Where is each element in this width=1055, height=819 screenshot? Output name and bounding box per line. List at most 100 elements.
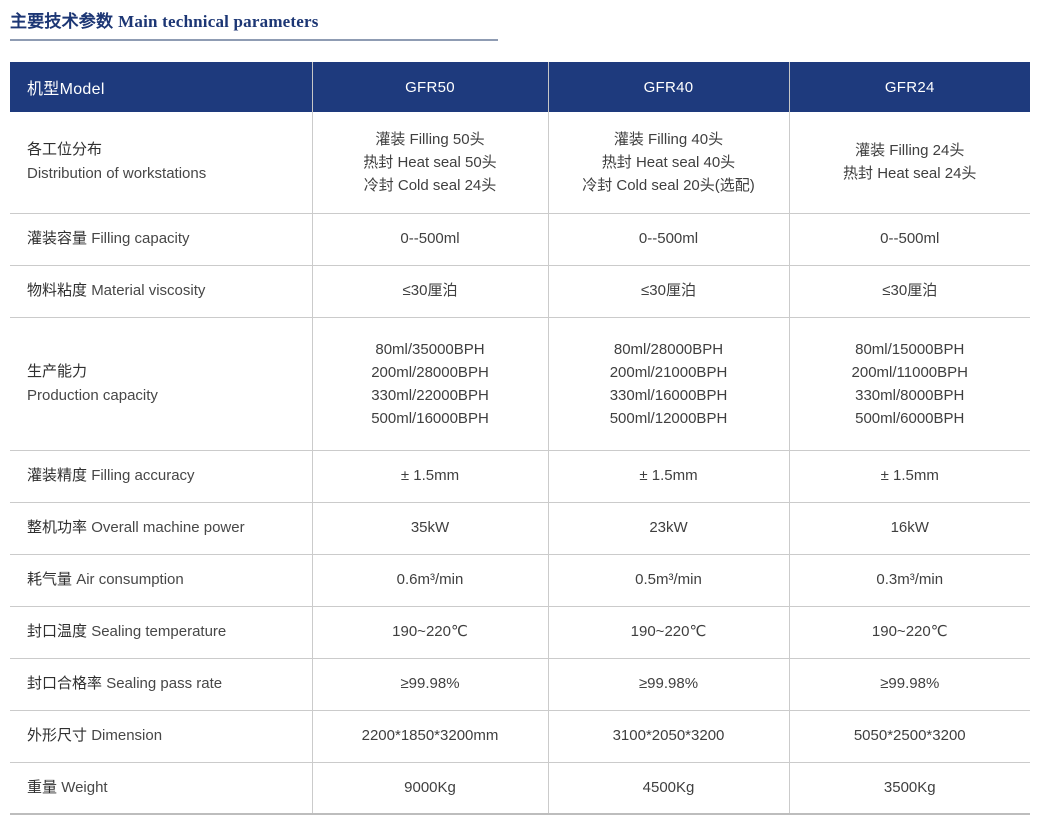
value-line: 200ml/28000BPH	[371, 363, 489, 381]
value-line: 灌装 Filling 40头	[613, 130, 724, 148]
row-label-zh: 封口温度	[27, 623, 88, 640]
row-label-zh: 耗气量	[27, 571, 73, 588]
page-title-en: Main technical parameters	[118, 12, 319, 31]
value-line: 330ml/16000BPH	[609, 386, 728, 404]
value-line: 80ml/35000BPH	[375, 340, 485, 358]
row-label-en: Air consumption	[76, 571, 184, 588]
table-row: 各工位分布 Distribution of workstations 灌装 Fill…	[10, 112, 1030, 213]
value-line: 200ml/21000BPH	[609, 363, 728, 381]
value-line: 灌装 Filling 50头	[375, 130, 485, 148]
table-header-row: 机型Model GFR50 GFR40 GFR24	[10, 62, 1030, 112]
value-line: 灌装 Filling 24头	[855, 142, 965, 160]
value-cell: 9000Kg	[312, 761, 549, 815]
table-row: 整机功率 Overall machine power 35kW 23kW 16kW	[10, 501, 1030, 554]
value-line: 500ml/6000BPH	[855, 409, 965, 427]
value-line: 330ml/8000BPH	[855, 386, 965, 404]
value-cell: 0--500ml	[789, 212, 1030, 265]
value-line: 500ml/16000BPH	[371, 409, 489, 427]
value-cell: ≥99.98%	[789, 657, 1030, 710]
value-cell: ≥99.98%	[312, 657, 549, 710]
value-cell: ≤30厘泊	[789, 264, 1030, 317]
row-label-zh: 生产能力	[27, 362, 88, 380]
page-title-zh: 主要技术参数	[10, 12, 114, 31]
value-line: 热封 Heat seal 24头	[843, 165, 977, 183]
row-label-en: Overall machine power	[91, 519, 245, 536]
table-row: 灌装精度 Filling accuracy ± 1.5mm ± 1.5mm ± 1.5…	[10, 449, 1030, 502]
value-line: 80ml/28000BPH	[613, 340, 724, 358]
row-label: 物料粘度 Material viscosity	[10, 264, 313, 317]
value-cell: 80ml/35000BPH 200ml/28000BPH 330ml/22000BP…	[312, 316, 549, 450]
page: 主要技术参数 Main technical parameters 机型Model…	[10, 0, 1030, 815]
row-label-zh: 灌装精度	[27, 467, 88, 484]
value-cell: ± 1.5mm	[312, 449, 549, 502]
row-label-en: Dimension	[91, 727, 163, 744]
value-cell: ± 1.5mm	[548, 449, 790, 502]
table-row: 封口合格率 Sealing pass rate ≥99.98% ≥99.98% ≥99…	[10, 657, 1030, 710]
value-cell: 0.6m³/min	[312, 553, 549, 606]
table-row: 物料粘度 Material viscosity ≤30厘泊 ≤30厘泊 ≤30厘泊	[10, 264, 1030, 317]
value-line: 80ml/15000BPH	[855, 340, 965, 358]
row-label-zh: 重量	[27, 778, 58, 796]
value-line: 热封 Heat seal 50头	[363, 153, 497, 171]
value-cell: 0.5m³/min	[548, 553, 790, 606]
title-underline	[10, 39, 498, 41]
value-cell: 80ml/15000BPH 200ml/11000BPH 330ml/8000BPH…	[789, 316, 1030, 450]
value-cell: 5050*2500*3200	[789, 709, 1030, 762]
row-label: 灌装精度 Filling accuracy	[10, 449, 313, 502]
table-row: 生产能力 Production capacity 80ml/35000BPH 200m…	[10, 316, 1030, 450]
row-label: 耗气量 Air consumption	[10, 553, 313, 606]
row-label: 整机功率 Overall machine power	[10, 501, 313, 554]
spec-table-body: 各工位分布 Distribution of workstations 灌装 Fill…	[10, 112, 1030, 815]
row-label-en: Production capacity	[27, 386, 158, 404]
row-label: 灌装容量 Filling capacity	[10, 212, 313, 265]
value-cell: 3500Kg	[789, 761, 1030, 815]
row-label-zh: 物料粘度	[27, 282, 88, 299]
header-cell-gfr40: GFR40	[548, 62, 790, 112]
row-label-en: Sealing temperature	[91, 623, 227, 640]
row-label-zh: 整机功率	[27, 519, 88, 536]
value-cell: 3100*2050*3200	[548, 709, 790, 762]
value-cell: ≤30厘泊	[548, 264, 790, 317]
row-label-en: Distribution of workstations	[27, 165, 207, 183]
row-label-en: Material viscosity	[91, 282, 206, 299]
value-cell: 2200*1850*3200mm	[312, 709, 549, 762]
row-label-en: Filling accuracy	[91, 467, 195, 484]
title-block: 主要技术参数 Main technical parameters	[10, 7, 498, 41]
value-cell: ≤30厘泊	[312, 264, 549, 317]
value-line: 冷封 Cold seal 24头	[363, 176, 497, 194]
value-line: 500ml/12000BPH	[609, 409, 728, 427]
page-title: 主要技术参数 Main technical parameters	[10, 7, 498, 32]
table-row: 灌装容量 Filling capacity 0--500ml 0--500ml 0--…	[10, 212, 1030, 265]
value-line: 冷封 Cold seal 20头(选配)	[582, 176, 755, 194]
value-cell: 190~220℃	[312, 605, 549, 658]
row-label: 各工位分布 Distribution of workstations	[10, 112, 313, 213]
row-label-zh: 各工位分布	[27, 141, 103, 159]
row-label-zh: 外形尺寸	[27, 727, 88, 744]
value-line: 热封 Heat seal 40头	[601, 153, 736, 171]
value-cell: 灌装 Filling 40头 热封 Heat seal 40头冷封 Cold se…	[548, 112, 790, 213]
value-cell: ± 1.5mm	[789, 449, 1030, 502]
table-row: 耗气量 Air consumption 0.6m³/min 0.5m³/min 0.3…	[10, 553, 1030, 606]
table-row: 重量 Weight 9000Kg 4500Kg 3500Kg	[10, 761, 1030, 815]
value-cell: 190~220℃	[548, 605, 790, 658]
technical-parameters-table: 机型Model GFR50 GFR40 GFR24 各工位分布 Distribut…	[10, 62, 1030, 815]
row-label: 封口合格率 Sealing pass rate	[10, 657, 313, 710]
row-label: 封口温度 Sealing temperature	[10, 605, 313, 658]
value-cell: ≥99.98%	[548, 657, 790, 710]
header-cell-gfr24: GFR24	[789, 62, 1030, 112]
header-cell-gfr50: GFR50	[312, 62, 549, 112]
row-label: 外形尺寸 Dimension	[10, 709, 313, 762]
value-cell: 190~220℃	[789, 605, 1030, 658]
row-label-zh: 灌装容量	[27, 230, 88, 247]
row-label: 生产能力 Production capacity	[10, 316, 313, 450]
value-cell: 灌装 Filling 24头 热封 Heat seal 24头	[789, 112, 1030, 213]
table-row: 外形尺寸 Dimension 2200*1850*3200mm 3100*2050*…	[10, 709, 1030, 762]
table-row: 封口温度 Sealing temperature 190~220℃ 190~220℃…	[10, 605, 1030, 658]
value-cell: 0--500ml	[312, 212, 549, 265]
value-cell: 0--500ml	[548, 212, 790, 265]
value-cell: 80ml/28000BPH 200ml/21000BPH 330ml/16000BP…	[548, 316, 790, 450]
header-cell-model: 机型Model	[10, 62, 313, 112]
value-line: 330ml/22000BPH	[371, 386, 489, 404]
value-cell: 23kW	[548, 501, 790, 554]
row-label-en: Sealing pass rate	[106, 675, 223, 692]
